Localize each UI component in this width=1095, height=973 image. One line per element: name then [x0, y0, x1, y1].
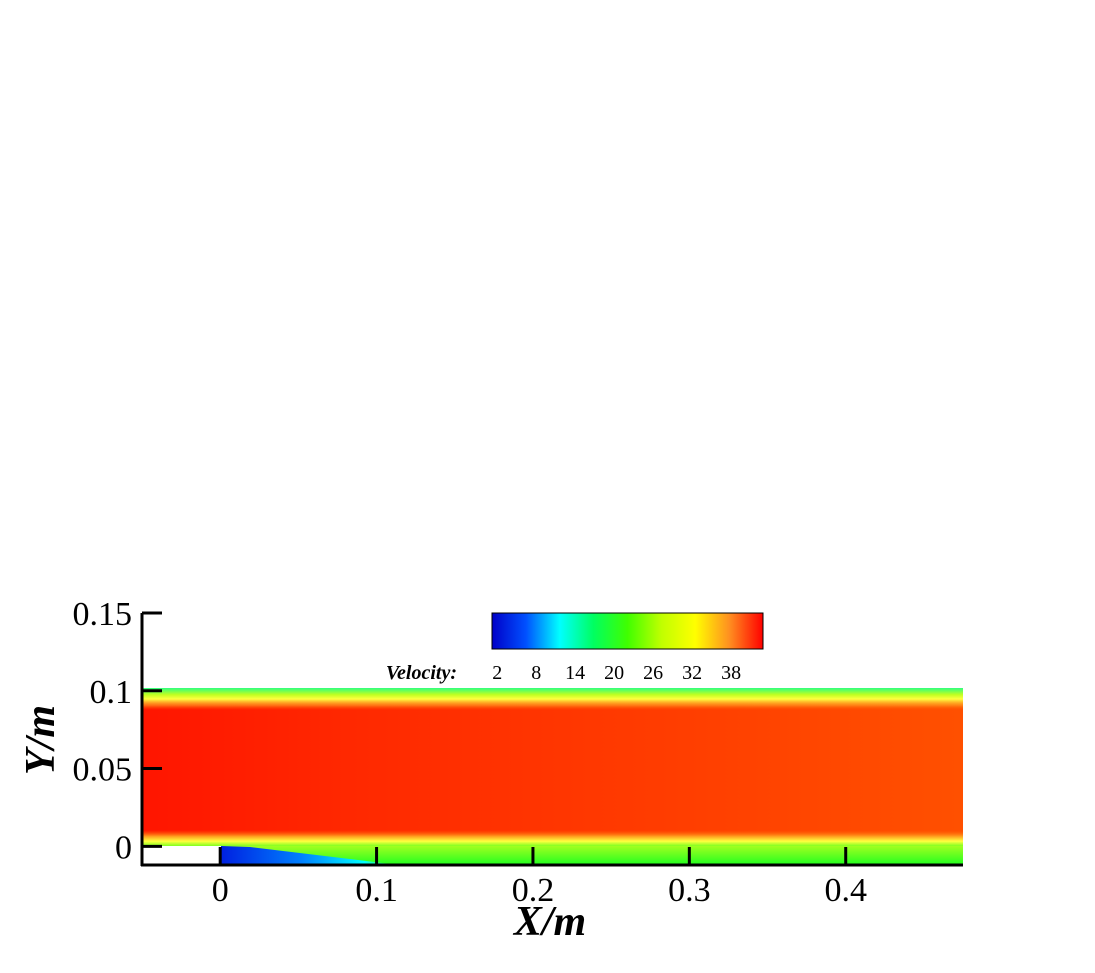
x-tick-label: 0.4 — [824, 872, 867, 909]
colorbar-tick-label: 32 — [682, 662, 702, 684]
y-tick-label: 0 — [115, 829, 132, 866]
field — [142, 688, 963, 865]
colorbar-tick-label: 26 — [643, 662, 663, 684]
y-tick-label: 0.1 — [90, 674, 133, 711]
colorbar-tick-label: 8 — [531, 662, 541, 684]
x-axis-label: X/m — [512, 899, 586, 945]
colorbar-tick-label: 14 — [565, 662, 585, 684]
colorbar-tick-label: 38 — [721, 662, 741, 684]
x-tick-label: 0.1 — [355, 872, 398, 909]
colorbar-tick-label: 20 — [604, 662, 624, 684]
x-tick-label: 0.3 — [668, 872, 711, 909]
colorbar-tick-label: 2 — [492, 662, 502, 684]
colorbar-label: Velocity: — [386, 662, 457, 684]
x-tick-label: 0.2 — [512, 872, 555, 909]
colorbar — [491, 612, 764, 650]
y-axis-label: Y/m — [18, 705, 64, 775]
y-tick-label: 0.05 — [73, 752, 133, 789]
y-tick-label: 0.15 — [73, 596, 133, 633]
x-tick-label: 0 — [212, 872, 229, 909]
